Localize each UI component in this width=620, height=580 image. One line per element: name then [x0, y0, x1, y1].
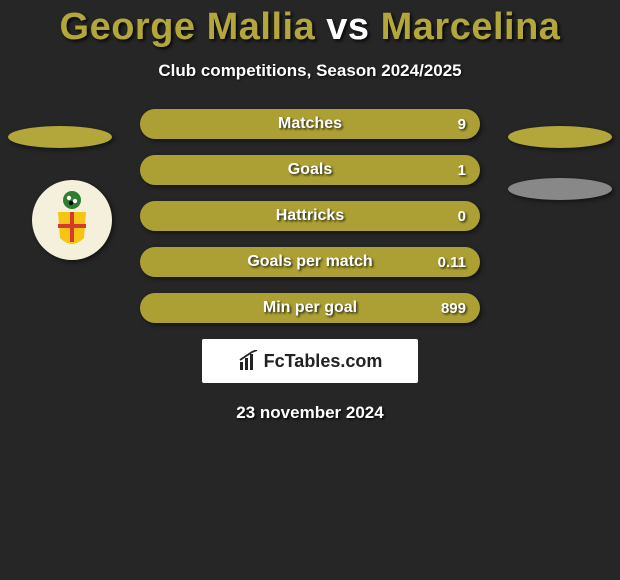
player2-marker-mid	[508, 178, 612, 200]
date-text: 23 november 2024	[0, 403, 620, 423]
stat-label: Goals per match	[247, 253, 372, 271]
stat-label: Goals	[288, 161, 332, 179]
brand-badge: FcTables.com	[202, 339, 418, 383]
subtitle: Club competitions, Season 2024/2025	[0, 61, 620, 81]
club-crest-svg	[40, 188, 104, 252]
club-crest	[32, 180, 112, 260]
stat-value: 9	[458, 116, 466, 133]
stat-label: Hattricks	[276, 207, 344, 225]
title-vs: vs	[326, 6, 369, 48]
stat-row-matches: Matches 9	[140, 109, 480, 139]
stats-table: Matches 9 Goals 1 Hattricks 0 Goals per …	[140, 109, 480, 323]
stat-row-mpg: Min per goal 899	[140, 293, 480, 323]
stat-label: Matches	[278, 115, 342, 133]
chart-icon	[238, 350, 260, 372]
player1-marker-top	[8, 126, 112, 148]
stat-value: 0.11	[438, 254, 466, 271]
title-player1: George Mallia	[60, 6, 316, 48]
stat-row-goals: Goals 1	[140, 155, 480, 185]
stat-label: Min per goal	[263, 299, 357, 317]
stat-value: 0	[458, 208, 466, 225]
page-title: George Mallia vs Marcelina	[0, 0, 620, 49]
stat-row-hattricks: Hattricks 0	[140, 201, 480, 231]
stat-row-gpm: Goals per match 0.11	[140, 247, 480, 277]
stat-value: 1	[458, 162, 466, 179]
player2-marker-top	[508, 126, 612, 148]
stat-value: 899	[441, 300, 466, 317]
brand-text: FcTables.com	[264, 351, 383, 372]
title-player2: Marcelina	[381, 6, 561, 48]
